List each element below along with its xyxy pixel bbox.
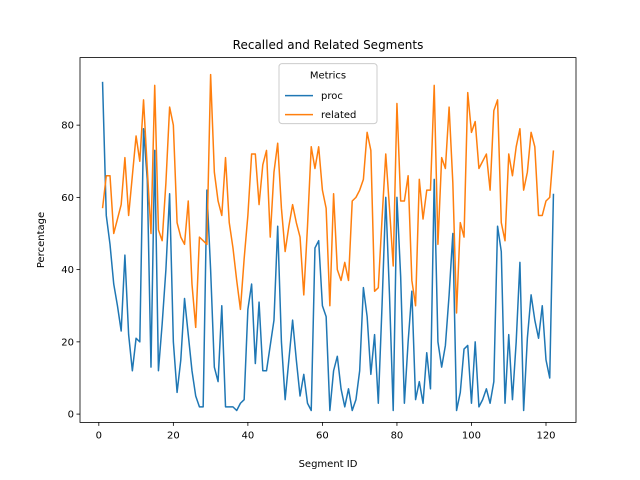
x-tick-label: 80 bbox=[391, 430, 404, 441]
x-tick-label: 40 bbox=[242, 430, 255, 441]
y-tick-label: 80 bbox=[61, 121, 74, 132]
y-tick-label: 60 bbox=[61, 193, 74, 204]
plot-frame bbox=[79, 57, 577, 423]
series-line bbox=[101, 81, 555, 412]
legend-title: Metrics bbox=[310, 71, 346, 82]
x-tick-label: 120 bbox=[536, 430, 555, 441]
y-tick-label: 40 bbox=[61, 265, 74, 276]
x-tick-label: 20 bbox=[167, 430, 180, 441]
x-tick-label: 0 bbox=[96, 430, 102, 441]
chart-title: Recalled and Related Segments bbox=[233, 38, 424, 52]
legend-label: related bbox=[321, 110, 356, 121]
legend-label: proc bbox=[321, 91, 343, 102]
y-tick-label: 20 bbox=[61, 337, 74, 348]
x-tick-label: 60 bbox=[316, 430, 329, 441]
x-tick-label: 100 bbox=[462, 430, 481, 441]
x-axis-label: Segment ID bbox=[299, 459, 358, 470]
series-line bbox=[101, 73, 555, 329]
legend-box bbox=[278, 63, 378, 125]
y-axis-label: Percentage bbox=[36, 212, 47, 268]
y-tick-label: 0 bbox=[68, 410, 74, 421]
